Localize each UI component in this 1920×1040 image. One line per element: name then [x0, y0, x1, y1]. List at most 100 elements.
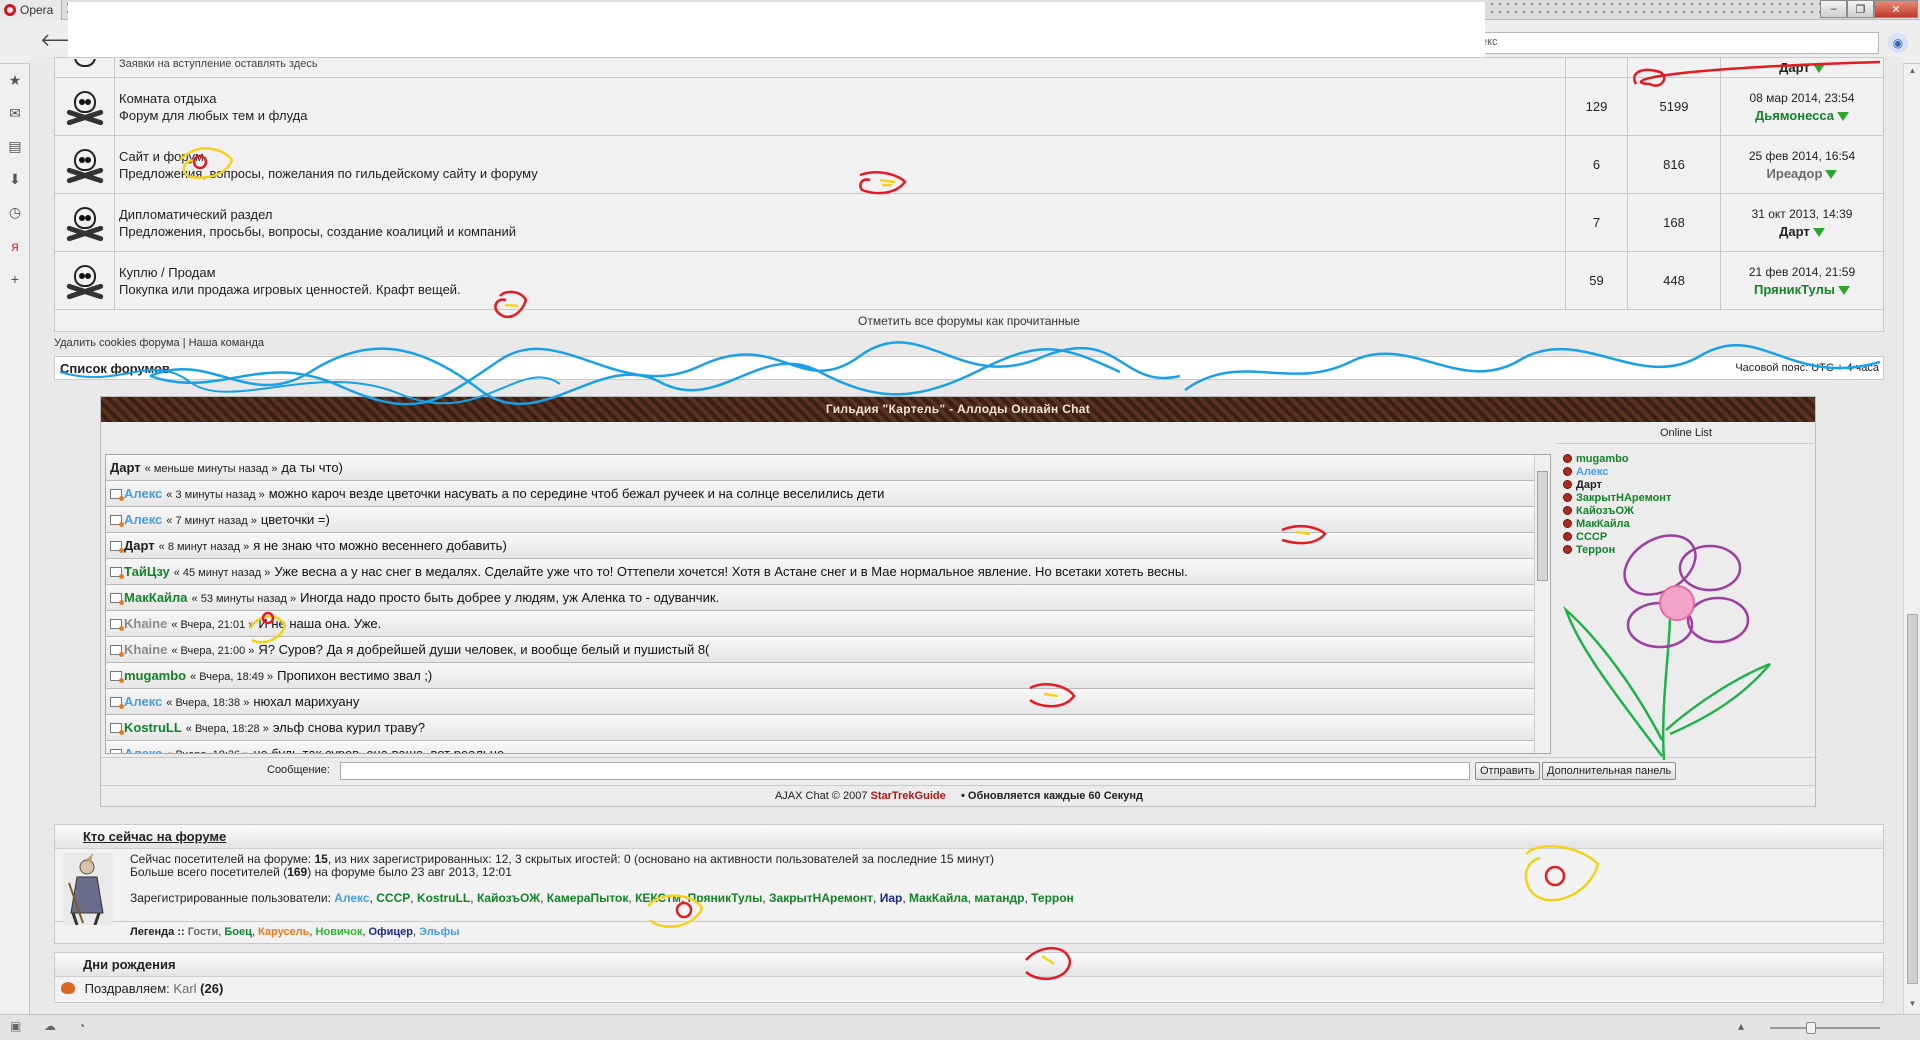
message-author[interactable]: Алекс	[124, 694, 163, 709]
message-author[interactable]: Алекс	[124, 512, 163, 527]
message-author-icon[interactable]	[110, 697, 124, 709]
online-user[interactable]: СССР	[1563, 531, 1803, 544]
message-author-icon[interactable]	[110, 515, 124, 527]
forum-row[interactable]: Куплю / Продам Покупка или продажа игровы…	[54, 251, 1884, 310]
online-user-name[interactable]: Террон	[1576, 544, 1616, 556]
scroll-up-arrow-icon[interactable]: ▲	[1908, 66, 1917, 75]
last-post-user[interactable]: Дарт	[1779, 59, 1810, 75]
extra-panel-button[interactable]: Дополнительная панель	[1542, 762, 1677, 780]
downloads-icon[interactable]: ⬇	[9, 171, 21, 187]
mail-icon[interactable]: ✉	[9, 105, 21, 121]
registered-user[interactable]: Террон	[1031, 891, 1074, 905]
chat-scroll-thumb[interactable]	[1537, 471, 1548, 581]
last-post-user[interactable]: Иреадор	[1766, 165, 1823, 181]
minimize-button[interactable]: –	[1820, 0, 1847, 18]
forum-row[interactable]: Комната отдыха Форум для любых тем и флуд…	[54, 77, 1884, 136]
search-icon[interactable]: ◉	[1888, 33, 1908, 53]
legend-group[interactable]: Новичок	[315, 926, 363, 938]
add-panel-icon[interactable]: +	[10, 270, 20, 287]
yandex-icon[interactable]: я	[11, 237, 19, 254]
message-author[interactable]: Khaine	[124, 616, 168, 631]
forum-title[interactable]: Куплю / Продам	[119, 264, 216, 280]
message-author-icon[interactable]	[110, 671, 124, 683]
legend-group[interactable]: Карусель	[258, 926, 310, 938]
message-author-icon[interactable]	[110, 593, 124, 605]
message-author[interactable]: ТайЦзу	[124, 564, 170, 579]
legend-group[interactable]: Офицер	[368, 926, 414, 938]
registered-user[interactable]: Алекс	[334, 891, 370, 905]
message-author[interactable]: МакКайла	[124, 590, 188, 605]
message-author[interactable]: KostruLL	[124, 720, 182, 735]
forum-title[interactable]: Дипломатический раздел	[119, 206, 273, 222]
address-field[interactable]: екс	[1476, 32, 1879, 54]
online-user[interactable]: Террон	[1563, 544, 1803, 557]
message-author[interactable]: Дарт	[110, 460, 141, 475]
registered-user[interactable]: КайозъОЖ	[476, 891, 541, 905]
online-user-name[interactable]: Алекс	[1576, 466, 1609, 478]
online-user-name[interactable]: МакКайла	[1576, 518, 1630, 530]
mark-all-read-link[interactable]: Отметить все форумы как прочитанные	[54, 309, 1884, 332]
page-scroll-thumb[interactable]	[1907, 614, 1918, 984]
goto-last-post-icon[interactable]	[1837, 285, 1850, 295]
last-post-user[interactable]: ПряникТулы	[1754, 281, 1835, 297]
chat-scrollbar[interactable]	[1534, 455, 1550, 753]
forum-row[interactable]: Заявки на вступление оставлять здесь Дар…	[54, 57, 1884, 78]
online-user[interactable]: КайозъОЖ	[1563, 505, 1803, 518]
history-icon[interactable]: ◷	[8, 204, 22, 220]
registered-user[interactable]: МакКайла	[909, 891, 968, 905]
goto-last-post-icon[interactable]	[1836, 111, 1849, 121]
last-post-user[interactable]: Дарт	[1779, 223, 1810, 239]
forum-index-link[interactable]: Список форумов	[60, 361, 170, 376]
maximize-button[interactable]: ❐	[1847, 0, 1874, 18]
online-user-name[interactable]: ЗакрытНАремонт	[1576, 492, 1672, 504]
registered-user[interactable]: ЗакрытНАремонт	[769, 891, 874, 905]
team-link[interactable]: Наша команда	[188, 337, 265, 349]
notes-icon[interactable]: ▤	[8, 138, 22, 154]
online-user[interactable]: МакКайла	[1563, 518, 1803, 531]
online-user[interactable]: ЗакрытНАремонт	[1563, 492, 1803, 505]
birthday-user[interactable]: Karl	[173, 981, 197, 996]
registered-user[interactable]: Иар	[879, 891, 903, 905]
online-user[interactable]: Дарт	[1563, 479, 1803, 492]
registered-user[interactable]: КамераПыток	[546, 891, 629, 905]
forum-title[interactable]: Комната отдыха	[119, 90, 217, 106]
bookmarks-icon[interactable]: ★	[8, 72, 22, 88]
message-author-icon[interactable]	[110, 567, 124, 579]
panel-toggle-icon[interactable]: ▣	[10, 1019, 22, 1033]
delete-cookies-link[interactable]: Удалить cookies форума	[54, 337, 180, 349]
online-user[interactable]: Алекс	[1563, 466, 1803, 479]
zoom-handle[interactable]	[1806, 1022, 1816, 1034]
goto-last-post-icon[interactable]	[1812, 63, 1825, 73]
message-author[interactable]: Khaine	[124, 642, 168, 657]
send-button[interactable]: Отправить	[1475, 762, 1540, 780]
opera-unite-icon[interactable]: ☁	[44, 1019, 56, 1033]
forum-title[interactable]: Сайт и форум	[119, 148, 204, 164]
registered-user[interactable]: КЕКСтм	[635, 891, 681, 905]
legend-group[interactable]: Гости	[187, 926, 219, 938]
message-author-icon[interactable]	[110, 645, 124, 657]
legend-group[interactable]: Боец	[224, 926, 252, 938]
legend-group[interactable]: Эльфы	[419, 926, 460, 938]
message-input[interactable]	[340, 762, 1470, 780]
message-author[interactable]: Дарт	[124, 538, 155, 553]
last-post-user[interactable]: Дьямонесса	[1755, 107, 1834, 123]
forum-row[interactable]: Дипломатический раздел Предложения, прось…	[54, 193, 1884, 252]
online-user-name[interactable]: КайозъОЖ	[1576, 505, 1634, 517]
turbo-icon[interactable]: ◔	[78, 1019, 86, 1033]
registered-user[interactable]: KostruLL	[416, 891, 471, 905]
online-user[interactable]: mugambo	[1563, 453, 1803, 466]
close-button[interactable]: ✕	[1874, 0, 1918, 18]
registered-user[interactable]: ПряникТулы	[687, 891, 763, 905]
goto-last-post-icon[interactable]	[1812, 227, 1825, 237]
message-author-icon[interactable]	[110, 619, 124, 631]
view-icon[interactable]: ▴	[1738, 1019, 1745, 1033]
goto-last-post-icon[interactable]	[1825, 169, 1838, 179]
message-author-icon[interactable]	[110, 489, 124, 501]
message-author[interactable]: Алекс	[124, 486, 163, 501]
message-author-icon[interactable]	[110, 723, 124, 735]
zoom-slider[interactable]	[1770, 1022, 1880, 1034]
message-author[interactable]: Алекс	[124, 746, 163, 754]
registered-user[interactable]: СССР	[376, 891, 411, 905]
message-author-icon[interactable]	[110, 541, 124, 553]
online-user-name[interactable]: СССР	[1576, 531, 1608, 543]
